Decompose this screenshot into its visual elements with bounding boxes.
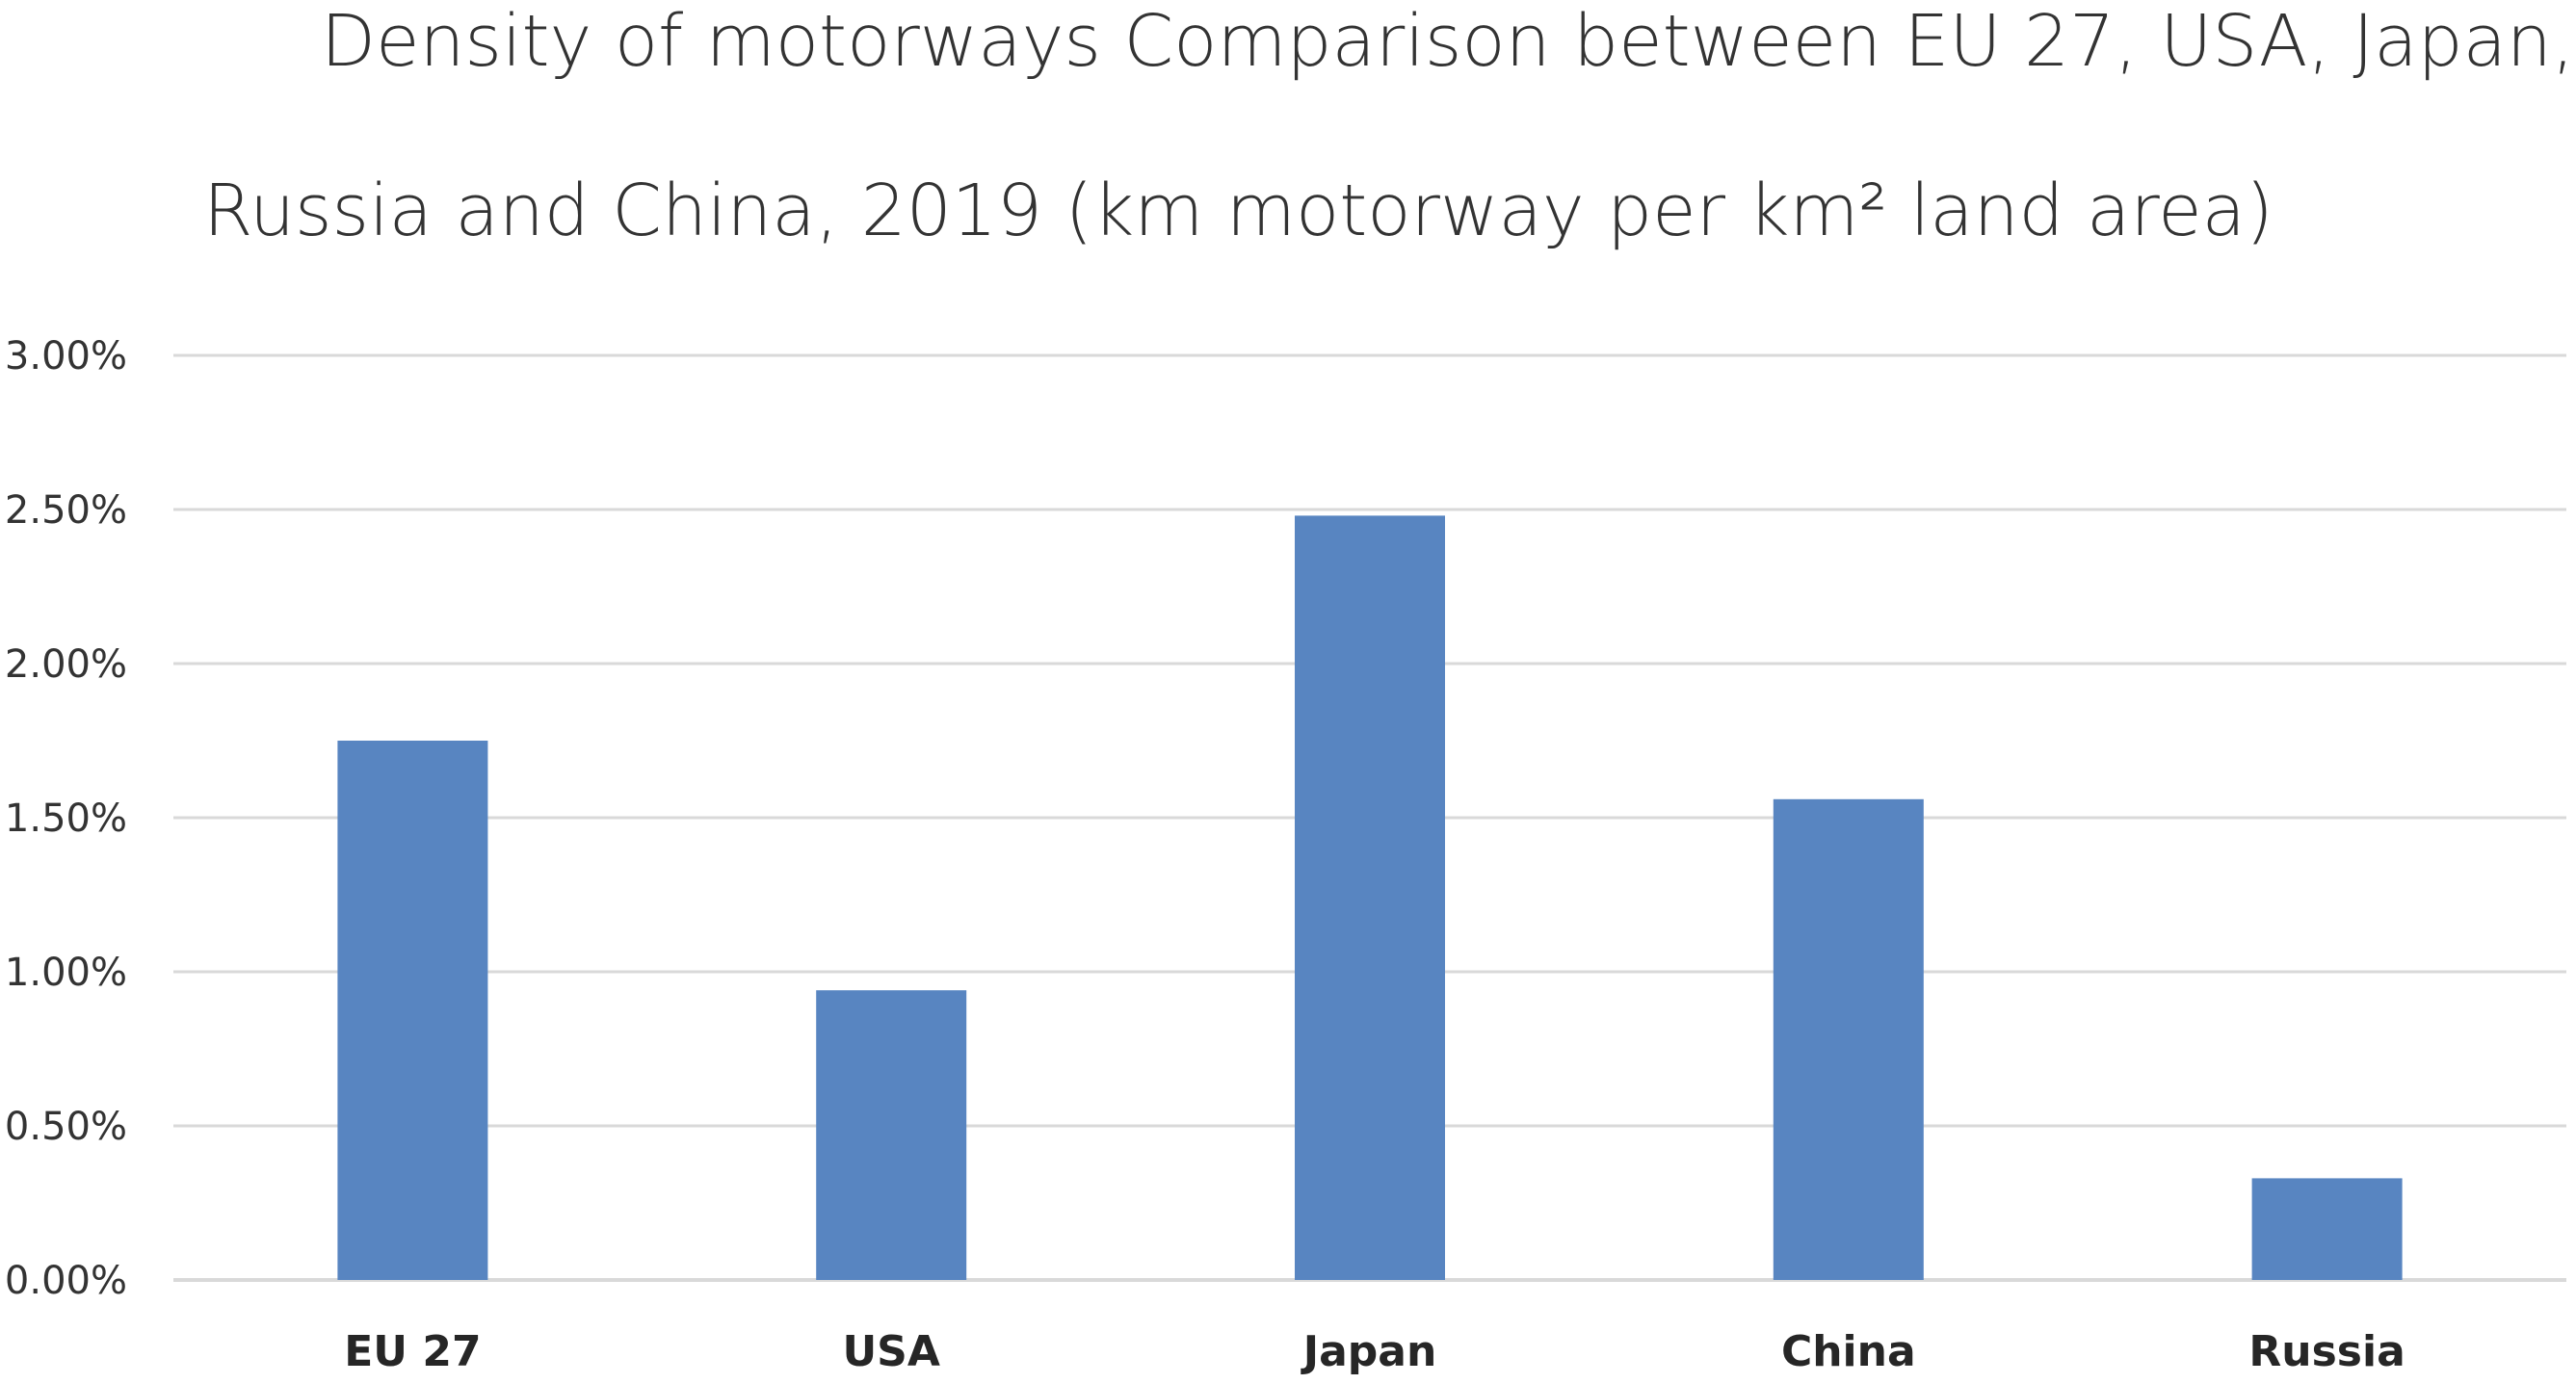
bar-russia xyxy=(2251,1178,2403,1280)
x-category-label: USA xyxy=(842,1327,939,1376)
y-tick-label: 2.50% xyxy=(5,488,127,533)
bar-eu-27 xyxy=(337,741,488,1280)
chart-title-line-1: Density of motorways Comparison between … xyxy=(321,0,2575,83)
x-category-label: Russia xyxy=(2248,1327,2405,1376)
y-tick-label: 0.00% xyxy=(5,1259,127,1303)
bar-japan xyxy=(1295,515,1445,1280)
bar-usa xyxy=(816,990,967,1280)
y-tick-label: 2.00% xyxy=(5,642,127,687)
y-tick-label: 0.50% xyxy=(5,1105,127,1149)
y-axis-tick-labels: 0.00% 0.50% 1.00% 1.50% 2.00% 2.50% 3.00% xyxy=(5,334,127,1303)
x-category-label: EU 27 xyxy=(344,1327,481,1376)
x-category-label: China xyxy=(1781,1327,1916,1376)
bars xyxy=(337,515,2403,1280)
y-tick-label: 3.00% xyxy=(5,334,127,379)
x-category-label: Japan xyxy=(1301,1327,1437,1376)
bar-china xyxy=(1773,798,1924,1280)
chart-title-line-2: Russia and China, 2019 (km motorway per … xyxy=(203,170,2274,252)
y-tick-label: 1.00% xyxy=(5,951,127,995)
y-tick-label: 1.50% xyxy=(5,796,127,841)
x-axis-category-labels: EU 27 USA Japan China Russia xyxy=(344,1327,2405,1376)
